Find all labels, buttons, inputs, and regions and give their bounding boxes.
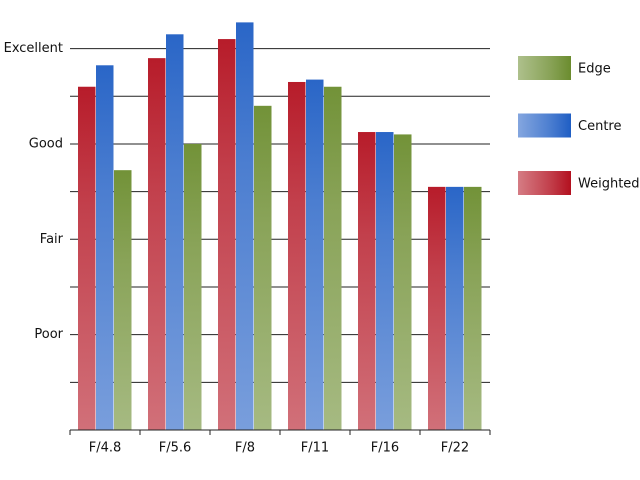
y-tick-label: Good	[29, 136, 63, 151]
bar	[428, 186, 446, 430]
bar	[306, 79, 324, 431]
legend-swatch	[518, 56, 571, 80]
x-tick-label: F/22	[441, 441, 469, 456]
x-tick-label: F/4.8	[89, 441, 122, 456]
bar	[446, 186, 464, 430]
bar	[464, 186, 482, 430]
bar	[96, 65, 114, 430]
bar	[166, 34, 184, 430]
y-tick-label: Fair	[40, 232, 64, 247]
bar	[114, 170, 132, 430]
bar	[78, 86, 96, 430]
bar	[394, 134, 412, 430]
y-tick-label: Excellent	[4, 41, 63, 56]
bar	[324, 86, 342, 430]
y-tick-label: Poor	[34, 327, 63, 342]
legend-swatch	[518, 171, 571, 195]
bar	[358, 132, 376, 430]
legend-label: Edge	[578, 62, 611, 77]
x-tick-label: F/11	[301, 441, 329, 456]
legend-swatch	[518, 113, 571, 138]
legend-label: Weighted	[578, 177, 640, 192]
bar	[236, 22, 254, 430]
legend-label: Centre	[578, 119, 621, 134]
bar	[148, 58, 166, 431]
bar	[254, 105, 272, 430]
x-tick-label: F/16	[371, 441, 399, 456]
x-tick-label: F/5.6	[159, 441, 192, 456]
bar	[288, 81, 306, 430]
x-tick-label: F/8	[235, 441, 255, 456]
bar	[218, 39, 236, 431]
bar	[376, 132, 394, 430]
bar	[184, 143, 202, 430]
